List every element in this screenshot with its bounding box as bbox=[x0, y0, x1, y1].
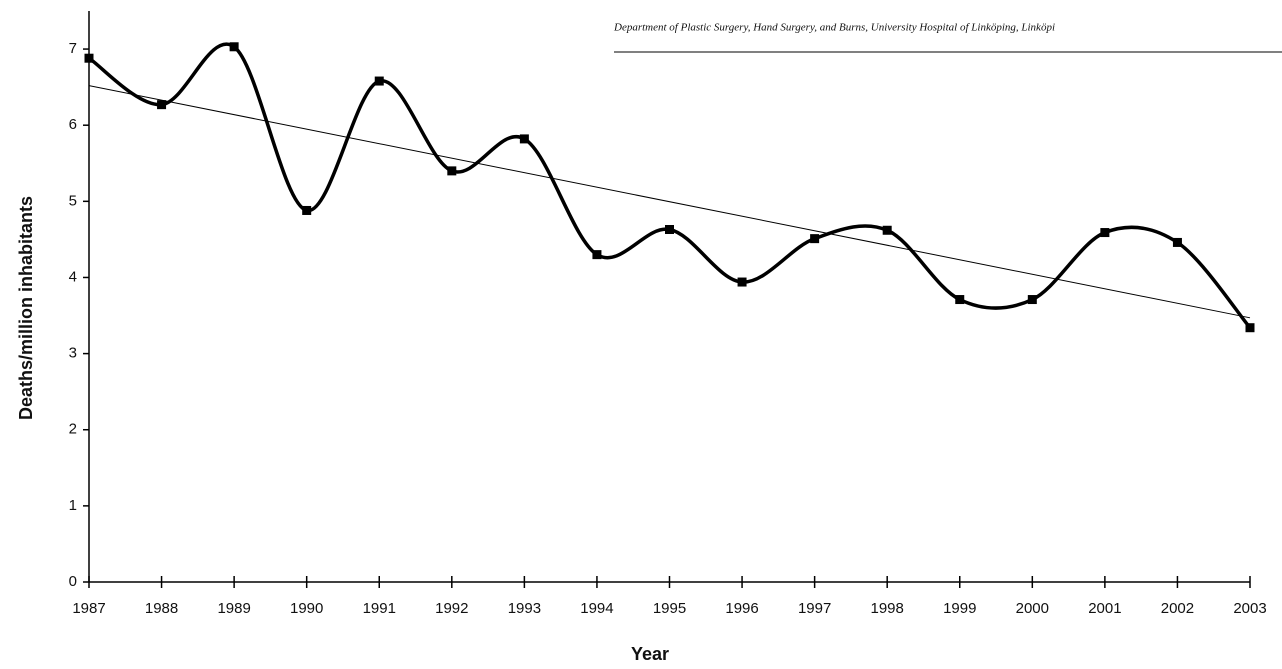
x-tick-label: 1988 bbox=[145, 600, 178, 617]
data-point bbox=[592, 250, 602, 260]
data-point bbox=[1027, 295, 1037, 305]
y-tick-label: 4 bbox=[69, 268, 77, 285]
y-tick-label: 7 bbox=[69, 40, 77, 57]
trend-line bbox=[88, 85, 1251, 319]
y-tick-label: 3 bbox=[69, 345, 77, 362]
data-point bbox=[229, 42, 239, 52]
data-point bbox=[665, 225, 674, 235]
x-tick-label: 1989 bbox=[217, 600, 250, 617]
x-tick-label: 1996 bbox=[725, 600, 758, 617]
data-point bbox=[810, 234, 820, 244]
data-point bbox=[1245, 323, 1255, 333]
data-point bbox=[302, 205, 312, 215]
x-tick-label: 1994 bbox=[580, 600, 613, 617]
data-point bbox=[519, 134, 529, 144]
x-tick-label: 1992 bbox=[435, 600, 468, 617]
data-point bbox=[374, 76, 384, 86]
x-tick-label: 1993 bbox=[508, 600, 541, 617]
data-point bbox=[737, 277, 747, 287]
header-annotation: Department of Plastic Surgery, Hand Surg… bbox=[613, 22, 1055, 34]
data-point bbox=[1100, 228, 1110, 238]
x-tick-label: 1999 bbox=[943, 600, 976, 617]
y-tick-label: 6 bbox=[69, 116, 77, 133]
data-line bbox=[87, 42, 1252, 329]
x-tick-label: 1990 bbox=[290, 600, 323, 617]
x-tick-label: 1987 bbox=[72, 600, 105, 617]
y-tick-label: 1 bbox=[69, 497, 77, 514]
x-tick-label: 2001 bbox=[1088, 600, 1121, 617]
y-axis-label: Deaths/million inhabitants bbox=[16, 196, 36, 420]
x-tick-label: 2002 bbox=[1161, 600, 1194, 617]
y-tick-label: 5 bbox=[69, 192, 77, 209]
y-tick-label: 0 bbox=[69, 573, 77, 590]
data-point bbox=[84, 53, 94, 63]
data-point bbox=[955, 295, 965, 305]
data-point bbox=[882, 225, 892, 235]
x-tick-label: 1997 bbox=[798, 600, 831, 617]
x-tick-label: 1998 bbox=[871, 600, 904, 617]
data-point bbox=[1172, 237, 1182, 247]
x-tick-label: 2003 bbox=[1233, 600, 1266, 617]
data-point bbox=[157, 100, 167, 110]
data-point bbox=[447, 166, 457, 176]
y-tick-label: 2 bbox=[69, 421, 77, 438]
x-tick-label: 2000 bbox=[1016, 600, 1049, 617]
x-tick-label: 1995 bbox=[653, 600, 686, 617]
x-axis-label: Year bbox=[631, 644, 669, 664]
x-tick-label: 1991 bbox=[363, 600, 396, 617]
